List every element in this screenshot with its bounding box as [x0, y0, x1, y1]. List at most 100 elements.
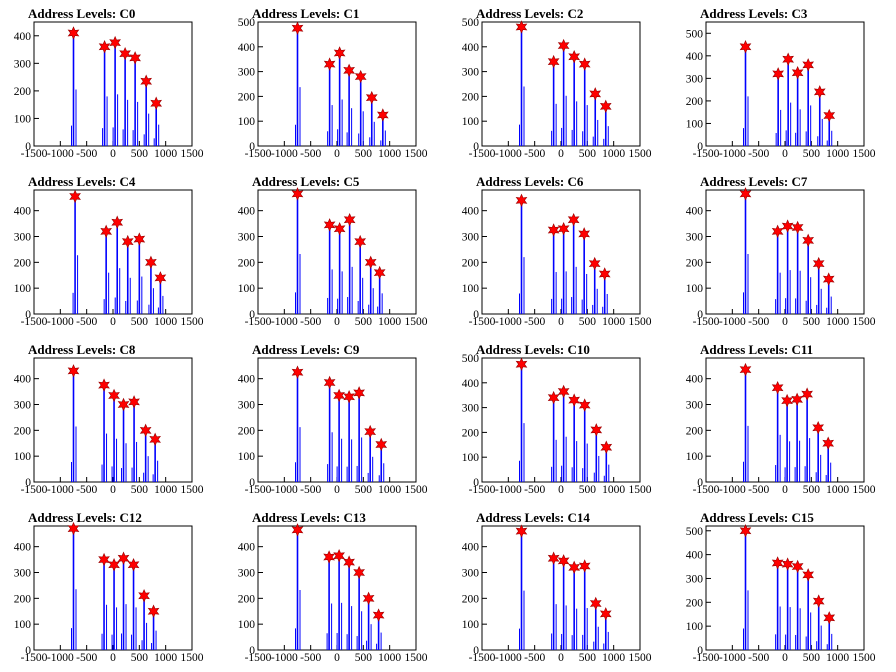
y-tick-label: 300: [686, 400, 704, 412]
chart-title: Address Levels: C10: [476, 342, 590, 357]
x-tick-label: 500: [579, 316, 597, 328]
x-tick-label: 1500: [405, 484, 428, 496]
y-tick-label: 200: [238, 257, 256, 269]
chart-title: Address Levels: C15: [700, 510, 814, 525]
plot-frame: [481, 21, 641, 147]
y-tick-label: 500: [462, 17, 480, 29]
x-tick-label: 1500: [181, 484, 204, 496]
peak-marker: [547, 54, 560, 69]
plot-frame: [481, 357, 641, 483]
plot-frame: [257, 357, 417, 483]
x-tick-label: -1500: [245, 484, 272, 496]
x-tick-label: 500: [803, 484, 821, 496]
peak-marker: [111, 215, 124, 230]
x-tick-label: 1000: [826, 484, 849, 496]
x-tick-label: -500: [524, 148, 545, 160]
peak-marker: [578, 227, 591, 241]
y-tick-label: 200: [462, 593, 480, 605]
plot-frame: [705, 357, 865, 483]
chart-panel: Address Levels: C1 0 100 200 300 400 500 -1500-…: [224, 0, 448, 168]
peak-marker: [139, 423, 152, 438]
y-tick-label: 0: [697, 309, 703, 321]
peak-marker: [772, 67, 784, 81]
y-tick-label: 0: [25, 477, 31, 489]
x-tick-label: 0: [334, 484, 340, 496]
x-tick-label: 0: [334, 316, 340, 328]
peak-marker: [365, 90, 378, 105]
x-tick-label: -500: [76, 484, 97, 496]
y-tick-label: 0: [249, 141, 255, 153]
y-tick-label: 100: [238, 451, 256, 463]
y-tick-label: 0: [249, 645, 255, 657]
x-tick-label: 500: [803, 148, 821, 160]
y-tick-label: 200: [686, 597, 704, 609]
x-tick-label: 1500: [181, 316, 204, 328]
x-tick-label: 500: [579, 484, 597, 496]
y-tick-label: 400: [686, 206, 704, 218]
peak-marker: [343, 63, 355, 78]
y-tick-label: 100: [462, 619, 480, 631]
peak-marker: [154, 271, 167, 285]
x-tick-label: -1500: [693, 148, 720, 160]
y-tick-label: 300: [14, 400, 32, 412]
x-tick-label: 1000: [378, 148, 401, 160]
x-tick-label: -1000: [271, 484, 298, 496]
y-tick-label: 300: [238, 67, 256, 79]
peak-marker: [372, 608, 385, 622]
peak-marker: [117, 551, 130, 566]
chart-plot: 0 100 200 300 400 -1500 -1000 -500 0 500 1000 1500: [238, 187, 428, 328]
y-tick-label: 100: [14, 619, 32, 631]
chart-title: Address Levels: C11: [700, 342, 814, 357]
y-tick-label: 400: [686, 374, 704, 386]
chart-plot: 0 100 200 300 400 -1500 -1000 -500 0 500 1000 1500: [14, 521, 204, 664]
peak-marker: [822, 436, 835, 450]
peak-marker: [354, 69, 367, 84]
chart-plot: 0 100 200 300 400 -1500 -1000 -500 0 500 1000 1500: [238, 523, 428, 664]
peak-marker: [69, 189, 81, 204]
chart-title: Address Levels: C0: [28, 6, 136, 21]
x-tick-label: 0: [782, 484, 788, 496]
y-tick-label: 100: [14, 451, 32, 463]
x-tick-label: 1500: [853, 652, 876, 664]
chart-plot: 0 100 200 300 400 500 -1500 -1000 -500 0 500 1000 15…: [686, 21, 876, 160]
x-tick-label: -1500: [245, 316, 272, 328]
x-tick-label: 1500: [405, 148, 428, 160]
x-tick-label: -1000: [271, 316, 298, 328]
peak-marker: [557, 554, 570, 568]
chart-panel: Address Levels: C0 0 100 200 300 400 -1500 -100…: [0, 0, 224, 168]
chart-plot: 0 100 200 300 400 500 -1500 -1000 -500 0 500 1000 15…: [238, 17, 428, 160]
x-tick-label: -500: [524, 484, 545, 496]
plot-frame: [705, 189, 865, 315]
chart-panel: Address Levels: C4 0 100 200 300 400 -1500 -100…: [0, 168, 224, 336]
y-tick-label: 0: [697, 477, 703, 489]
y-tick-label: 400: [238, 42, 256, 54]
peak-marker: [781, 219, 794, 233]
y-tick-label: 0: [697, 645, 703, 657]
y-tick-label: 100: [238, 283, 256, 295]
x-tick-label: -500: [300, 484, 321, 496]
peak-marker: [823, 611, 836, 625]
peak-marker: [791, 220, 804, 235]
x-tick-label: -500: [748, 316, 769, 328]
peak-marker: [557, 38, 570, 53]
chart-title: Address Levels: C13: [252, 510, 366, 525]
chart-title: Address Levels: C7: [700, 174, 808, 189]
x-tick-label: -1000: [495, 316, 522, 328]
peak-marker: [771, 224, 784, 239]
y-tick-label: 100: [238, 619, 256, 631]
peak-marker: [343, 555, 355, 569]
x-tick-label: 1000: [602, 484, 625, 496]
peak-marker: [145, 255, 157, 270]
x-tick-label: 0: [110, 148, 116, 160]
x-tick-label: 1000: [154, 652, 177, 664]
y-tick-label: 300: [14, 232, 32, 244]
x-tick-label: -1000: [47, 484, 74, 496]
y-tick-label: 100: [686, 621, 704, 633]
peak-marker: [801, 387, 813, 401]
y-tick-label: 0: [25, 309, 31, 321]
x-tick-label: 1000: [826, 316, 849, 328]
x-tick-label: -1000: [47, 316, 74, 328]
peak-marker: [373, 265, 386, 280]
peak-marker: [589, 87, 602, 101]
